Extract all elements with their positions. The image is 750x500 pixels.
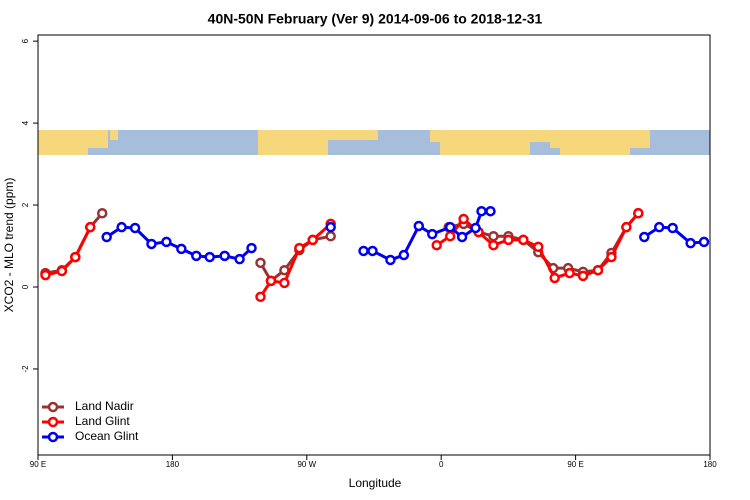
point bbox=[385, 254, 396, 266]
x-tick-label: 90 E bbox=[30, 460, 46, 469]
legend-marker bbox=[47, 401, 59, 413]
land bbox=[440, 142, 530, 155]
land bbox=[430, 130, 550, 142]
point bbox=[307, 234, 319, 246]
point bbox=[606, 251, 617, 263]
land bbox=[550, 130, 650, 148]
point bbox=[265, 275, 277, 287]
point bbox=[255, 257, 266, 269]
point bbox=[458, 213, 469, 225]
point bbox=[431, 239, 442, 251]
point bbox=[40, 269, 51, 281]
land bbox=[258, 130, 378, 140]
point bbox=[56, 265, 68, 277]
point bbox=[698, 236, 710, 248]
point bbox=[444, 221, 456, 233]
point bbox=[176, 243, 187, 255]
point bbox=[234, 253, 245, 265]
point bbox=[476, 205, 487, 217]
point bbox=[518, 234, 529, 246]
point bbox=[85, 221, 96, 233]
y-tick-label: 6 bbox=[21, 38, 30, 43]
point bbox=[653, 221, 665, 233]
land bbox=[38, 148, 88, 155]
point bbox=[621, 221, 632, 233]
land bbox=[560, 148, 630, 155]
y-tick-label: 4 bbox=[21, 120, 30, 125]
point bbox=[639, 231, 650, 243]
legend-label: Ocean Glint bbox=[75, 429, 139, 443]
point bbox=[485, 205, 496, 217]
point bbox=[577, 270, 589, 282]
x-tick-label: 180 bbox=[166, 460, 180, 469]
land bbox=[258, 140, 328, 155]
point bbox=[358, 245, 369, 257]
legend-label: Land Nadir bbox=[75, 399, 134, 413]
point bbox=[426, 228, 438, 240]
point bbox=[191, 250, 202, 262]
point bbox=[204, 251, 215, 263]
x-axis-label: Longitude bbox=[349, 476, 402, 490]
point bbox=[146, 238, 157, 250]
point bbox=[667, 222, 678, 234]
point bbox=[70, 251, 81, 263]
map-strip bbox=[38, 130, 710, 155]
x-tick-label: 90 W bbox=[297, 460, 316, 469]
point bbox=[503, 234, 514, 246]
point bbox=[325, 221, 336, 233]
chart-title: 40N-50N February (Ver 9) 2014-09-06 to 2… bbox=[208, 11, 543, 27]
legend-label: Land Glint bbox=[75, 414, 130, 428]
point bbox=[255, 291, 266, 303]
series bbox=[101, 205, 710, 266]
point bbox=[116, 221, 127, 233]
point bbox=[413, 220, 425, 232]
point bbox=[279, 277, 290, 289]
point bbox=[246, 242, 257, 254]
point bbox=[533, 241, 544, 253]
point bbox=[564, 267, 575, 279]
point bbox=[488, 230, 499, 242]
point bbox=[456, 231, 468, 243]
point bbox=[101, 231, 112, 243]
plot-frame bbox=[37, 34, 711, 456]
point bbox=[294, 242, 305, 254]
point bbox=[488, 239, 499, 251]
point bbox=[367, 245, 378, 257]
legend-marker bbox=[47, 431, 59, 443]
point bbox=[161, 236, 172, 248]
y-axis-label: XCO2 - MLO trend (ppm) bbox=[2, 178, 16, 313]
point bbox=[633, 207, 644, 219]
point bbox=[129, 222, 141, 234]
point bbox=[325, 230, 336, 242]
point bbox=[398, 249, 410, 261]
y-tick-label: -2 bbox=[21, 365, 30, 373]
point bbox=[96, 207, 108, 219]
point bbox=[470, 222, 481, 234]
y-tick-label: 2 bbox=[21, 202, 30, 207]
x-tick-label: 90 E bbox=[567, 460, 583, 469]
point bbox=[444, 230, 456, 242]
point bbox=[685, 237, 696, 249]
land bbox=[110, 130, 118, 140]
point bbox=[219, 250, 230, 262]
x-tick-label: 0 bbox=[439, 460, 444, 469]
point bbox=[549, 272, 560, 284]
x-tick-label: 180 bbox=[703, 460, 717, 469]
land bbox=[38, 130, 108, 148]
y-tick-label: 0 bbox=[21, 284, 30, 289]
point bbox=[592, 264, 604, 276]
legend-marker bbox=[47, 416, 59, 428]
